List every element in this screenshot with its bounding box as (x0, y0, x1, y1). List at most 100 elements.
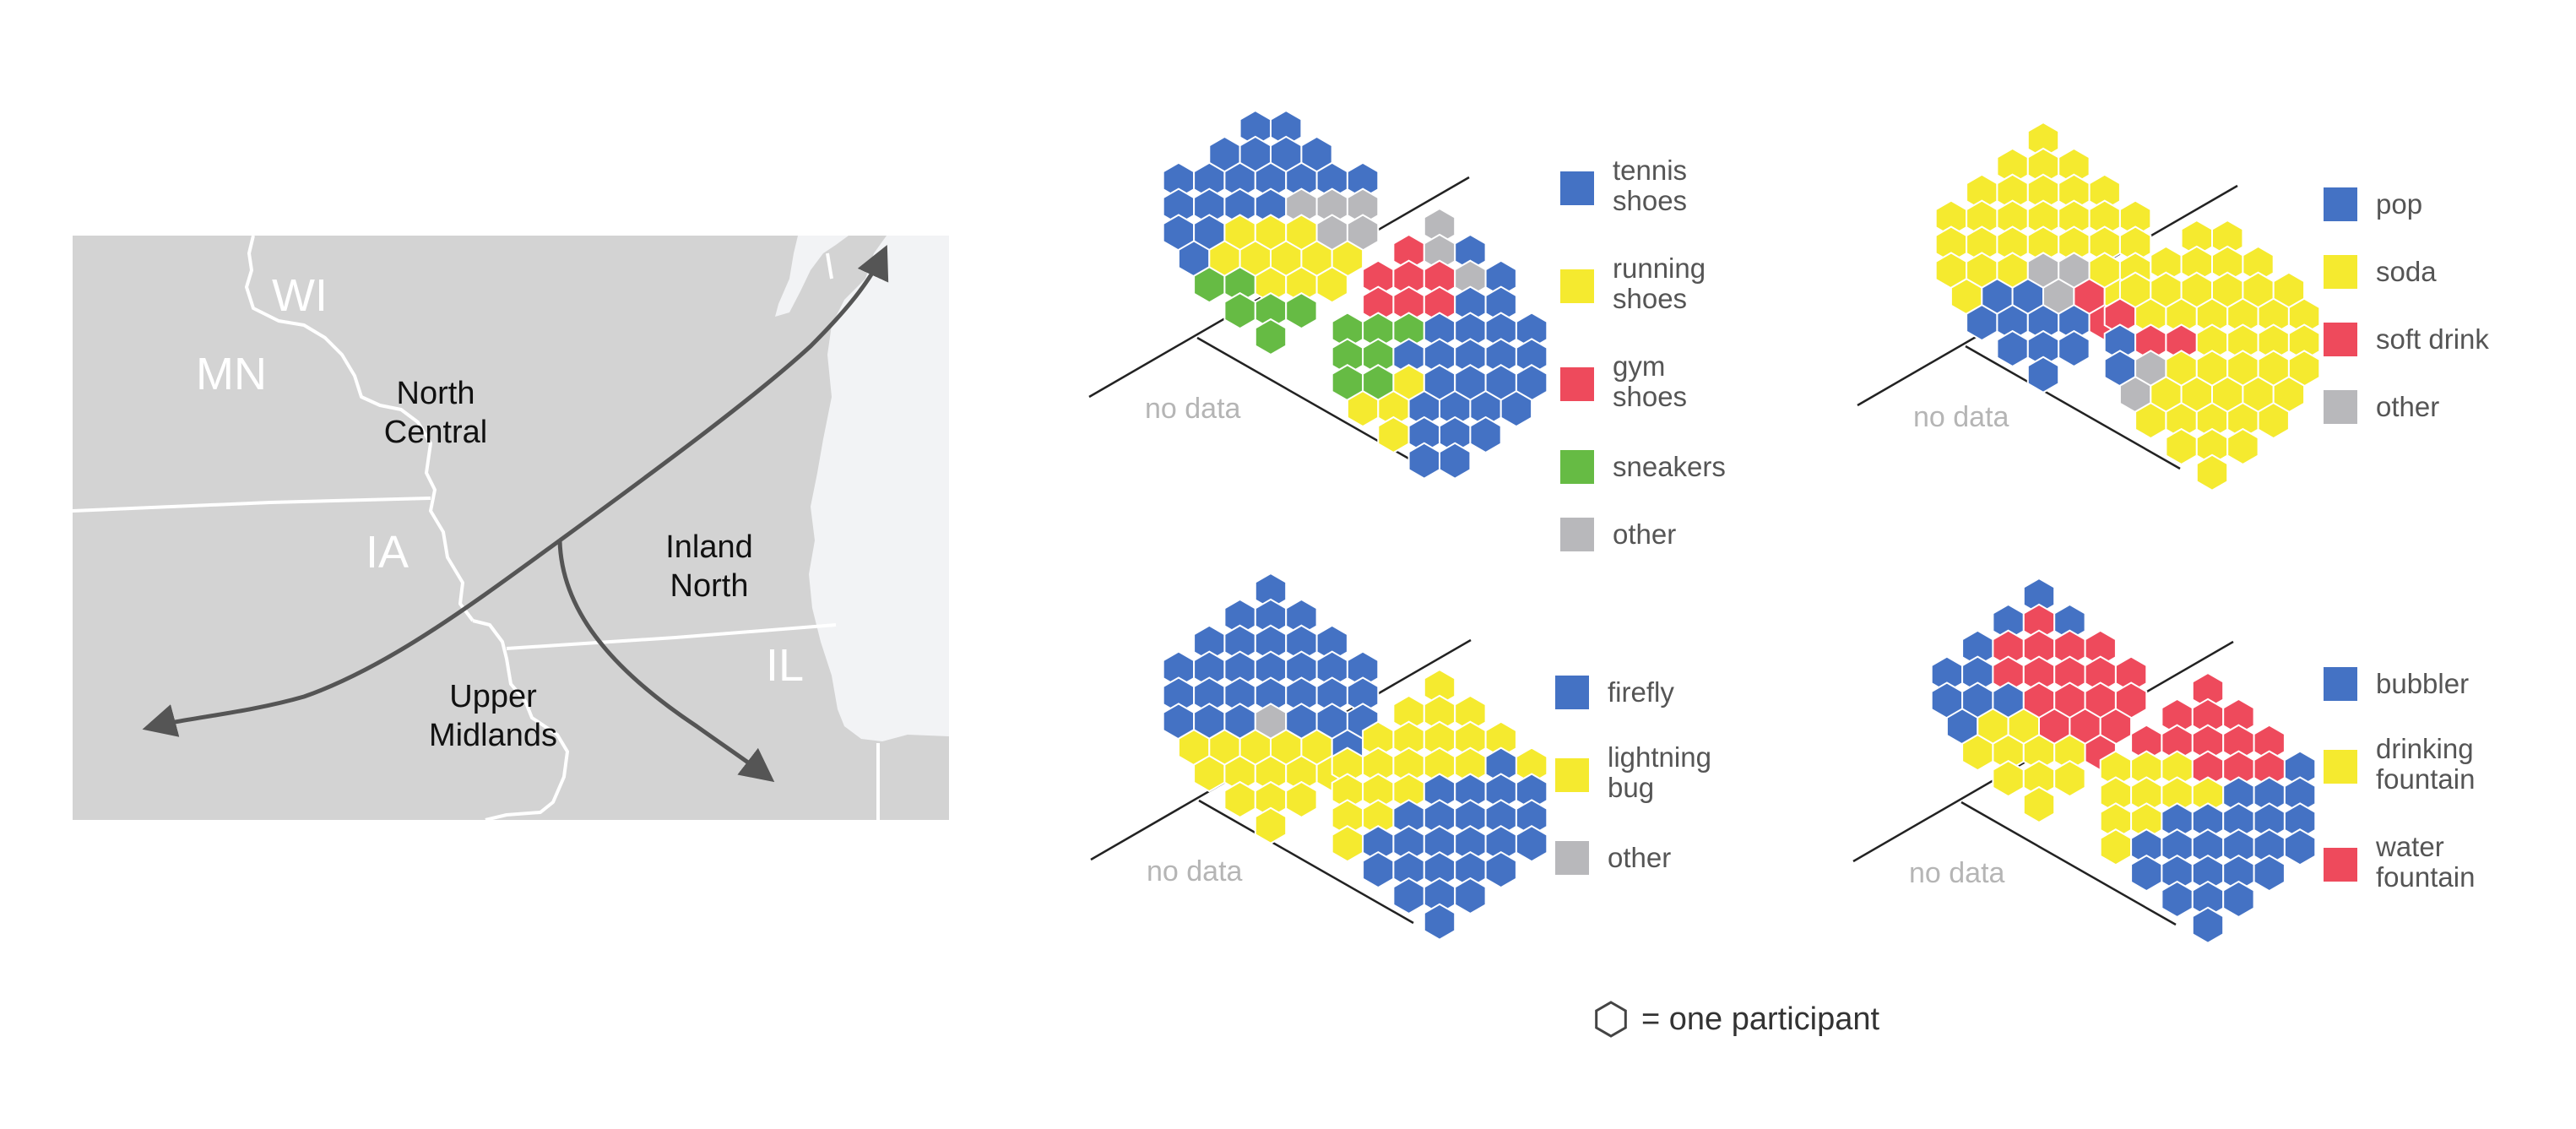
legend-label: soda (2376, 256, 2437, 287)
legend: pop soda soft drink other (2324, 187, 2489, 424)
participant-hex (2099, 828, 2133, 866)
participant-hex (1223, 780, 1256, 819)
participant-hex (1193, 266, 1226, 304)
participant-hex (1966, 303, 1998, 342)
no-data-label: no data (1913, 401, 2009, 433)
legend-item: other (2324, 390, 2439, 424)
participant-hex (1315, 266, 1348, 304)
legend-item: firefly (1555, 676, 1674, 709)
participant-hex (1961, 734, 1994, 772)
state-borders (73, 236, 880, 820)
divider-line (1960, 801, 2177, 926)
lake-michigan (809, 236, 949, 741)
state-labels: WI MN IA IL (196, 270, 804, 691)
participant-hex (1996, 329, 2029, 368)
participant-hex (1407, 442, 1440, 480)
legend-label: lightning bug (1608, 741, 1711, 803)
panel-fountain: no data bubbler drinking fountain water fount… (1852, 577, 2475, 944)
state-label-ia: IA (366, 527, 409, 578)
legend-label: water fountain (2375, 831, 2475, 893)
region-north-central: North Central (384, 376, 488, 450)
south-cluster (2103, 219, 2321, 491)
participant-hex (1285, 291, 1318, 330)
survey-panels: no data tennis shoes running shoes gym shoes sn… (1088, 109, 2489, 944)
region-labels: North Central Inland North Upper Midlands (384, 376, 753, 753)
legend-label: gym shoes (1613, 350, 1687, 412)
legend: bubbler drinking fountain water fountain (2324, 667, 2475, 893)
participant-hex (2058, 329, 2091, 368)
legend-swatch (1560, 269, 1594, 303)
divider-line (1196, 336, 1413, 462)
legend-swatch (1560, 367, 1594, 401)
legend-item: drinking fountain (2324, 733, 2475, 795)
state-label-wi: WI (272, 270, 328, 321)
participant-hex (1439, 442, 1472, 480)
legend-item: sneakers (1560, 450, 1726, 484)
north-cluster (1162, 109, 1380, 356)
north-cluster (1162, 572, 1380, 844)
legend: firefly lightning bug other (1555, 676, 1711, 875)
legend-swatch (1555, 841, 1589, 875)
participant-hex (1285, 780, 1318, 819)
state-label-mn: MN (196, 349, 267, 399)
legend-label: soft drink (2376, 323, 2489, 355)
participant-hex (2253, 854, 2286, 893)
participant-hex (2026, 356, 2060, 394)
participant-hex (1223, 291, 1256, 330)
legend-swatch (2324, 323, 2357, 356)
participant-hex (1515, 825, 1548, 863)
participant-hex (2195, 453, 2229, 491)
participant-hex (1423, 903, 1456, 941)
participant-hex (2165, 427, 2198, 466)
participant-hex (1362, 850, 1395, 889)
legend-item: pop (2324, 187, 2422, 221)
panel-bug: no data firefly lightning bug other (1090, 572, 1711, 941)
divider-line (1965, 345, 2181, 470)
hexagon-key-label: = one participant (1641, 1001, 1879, 1037)
participant-hex (1454, 877, 1487, 915)
north-cluster (1930, 577, 2148, 824)
legend-label: firefly (1608, 676, 1674, 708)
legend-item: lightning bug (1555, 741, 1711, 803)
participant-hex (1469, 415, 1502, 454)
legend-label: tennis shoes (1613, 155, 1687, 216)
north-cluster (1934, 121, 2152, 394)
legend-label: other (2376, 391, 2439, 422)
dialect-arrows (142, 244, 889, 783)
legend-item: running shoes (1560, 252, 1706, 314)
state-label-il: IL (766, 640, 804, 691)
participant-hex (2134, 401, 2167, 440)
south-cluster (1331, 207, 1548, 480)
legend-label: running shoes (1613, 252, 1706, 314)
legend-label: bubbler (2376, 668, 2469, 699)
legend-swatch (1555, 758, 1589, 792)
participant-hex (1484, 850, 1517, 889)
legend-swatch (1560, 450, 1594, 484)
arrow-northeast (558, 244, 889, 543)
participant-hex (2257, 401, 2290, 440)
legend: tennis shoes running shoes gym shoes sneakers o… (1560, 155, 1726, 551)
participant-hex (1392, 877, 1425, 915)
participant-hex (2130, 854, 2163, 893)
legend-swatch (1560, 518, 1594, 551)
legend-item: other (1555, 841, 1671, 875)
legend-swatch (2324, 390, 2357, 424)
participant-hex (1500, 389, 1533, 428)
participant-hex (2191, 906, 2225, 944)
participant-hex (1992, 759, 2025, 798)
map-land (73, 236, 949, 820)
hexagon-key: = one participant (1595, 1001, 1879, 1038)
legend-item: tennis shoes (1560, 155, 1687, 216)
legend-item: water fountain (2324, 831, 2475, 893)
legend-swatch (2324, 848, 2357, 882)
legend-label: pop (2376, 188, 2422, 220)
no-data-label: no data (1909, 857, 2005, 889)
midwest-map: WI MN IA IL North Central Inland North Upp… (73, 236, 949, 820)
legend-swatch (1555, 676, 1589, 709)
participant-hex (1346, 389, 1380, 428)
legend-swatch (2324, 750, 2357, 784)
participant-hex (2022, 785, 2056, 824)
arrow-southwest (142, 538, 561, 737)
green-bay (775, 236, 849, 317)
